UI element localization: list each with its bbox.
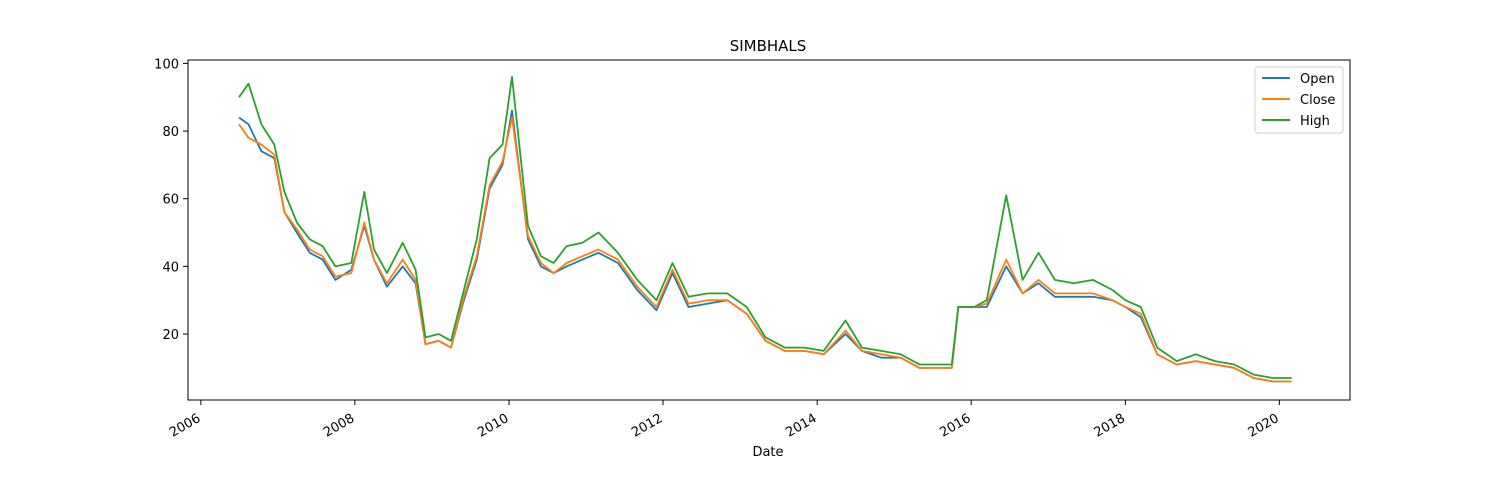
y-axis: 20 40 60 80 100 — [154, 57, 188, 343]
y-tick-label: 20 — [162, 328, 179, 343]
legend-label-close: Close — [1300, 93, 1335, 108]
series-line-close — [238, 116, 1292, 383]
chart-title: SIMBHALS — [730, 37, 807, 55]
series-line-high — [238, 76, 1292, 379]
legend-label-high: High — [1300, 114, 1330, 129]
y-tick-label: 80 — [162, 125, 179, 140]
series-layer — [238, 76, 1292, 383]
y-tick-label: 60 — [162, 193, 179, 208]
legend-label-open: Open — [1300, 72, 1335, 87]
plot-frame — [187, 59, 1351, 401]
legend: Open Close High — [1254, 66, 1344, 134]
y-tick-label: 40 — [162, 260, 179, 275]
x-axis-label: Date — [752, 445, 783, 460]
y-tick-label: 100 — [154, 57, 179, 72]
legend-box — [1254, 66, 1344, 134]
